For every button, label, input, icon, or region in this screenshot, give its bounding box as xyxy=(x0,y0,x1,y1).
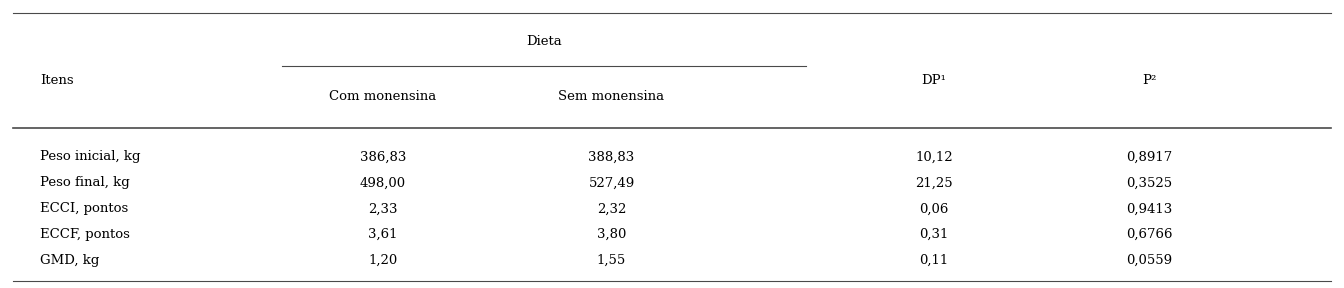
Text: 498,00: 498,00 xyxy=(360,176,406,190)
Text: 0,06: 0,06 xyxy=(919,202,949,215)
Text: 386,83: 386,83 xyxy=(360,150,406,164)
Text: 0,31: 0,31 xyxy=(919,228,949,241)
Text: GMD, kg: GMD, kg xyxy=(40,254,99,267)
Text: 2,32: 2,32 xyxy=(597,202,626,215)
Text: Sem monensina: Sem monensina xyxy=(559,90,664,103)
Text: 1,20: 1,20 xyxy=(368,254,398,267)
Text: 0,0559: 0,0559 xyxy=(1126,254,1172,267)
Text: 2,33: 2,33 xyxy=(368,202,398,215)
Text: P²: P² xyxy=(1142,74,1156,87)
Text: 0,9413: 0,9413 xyxy=(1126,202,1172,215)
Text: 0,6766: 0,6766 xyxy=(1126,228,1172,241)
Text: 388,83: 388,83 xyxy=(589,150,634,164)
Text: 0,8917: 0,8917 xyxy=(1126,150,1172,164)
Text: Dieta: Dieta xyxy=(527,35,562,48)
Text: 3,61: 3,61 xyxy=(368,228,398,241)
Text: ECCF, pontos: ECCF, pontos xyxy=(40,228,130,241)
Text: Com monensina: Com monensina xyxy=(329,90,437,103)
Text: ECCI, pontos: ECCI, pontos xyxy=(40,202,129,215)
Text: 1,55: 1,55 xyxy=(597,254,626,267)
Text: 21,25: 21,25 xyxy=(915,176,953,190)
Text: Peso final, kg: Peso final, kg xyxy=(40,176,130,190)
Text: 527,49: 527,49 xyxy=(589,176,634,190)
Text: Peso inicial, kg: Peso inicial, kg xyxy=(40,150,141,164)
Text: Itens: Itens xyxy=(40,74,74,87)
Text: 3,80: 3,80 xyxy=(597,228,626,241)
Text: DP¹: DP¹ xyxy=(922,74,946,87)
Text: 0,11: 0,11 xyxy=(919,254,949,267)
Text: 0,3525: 0,3525 xyxy=(1126,176,1172,190)
Text: 10,12: 10,12 xyxy=(915,150,953,164)
